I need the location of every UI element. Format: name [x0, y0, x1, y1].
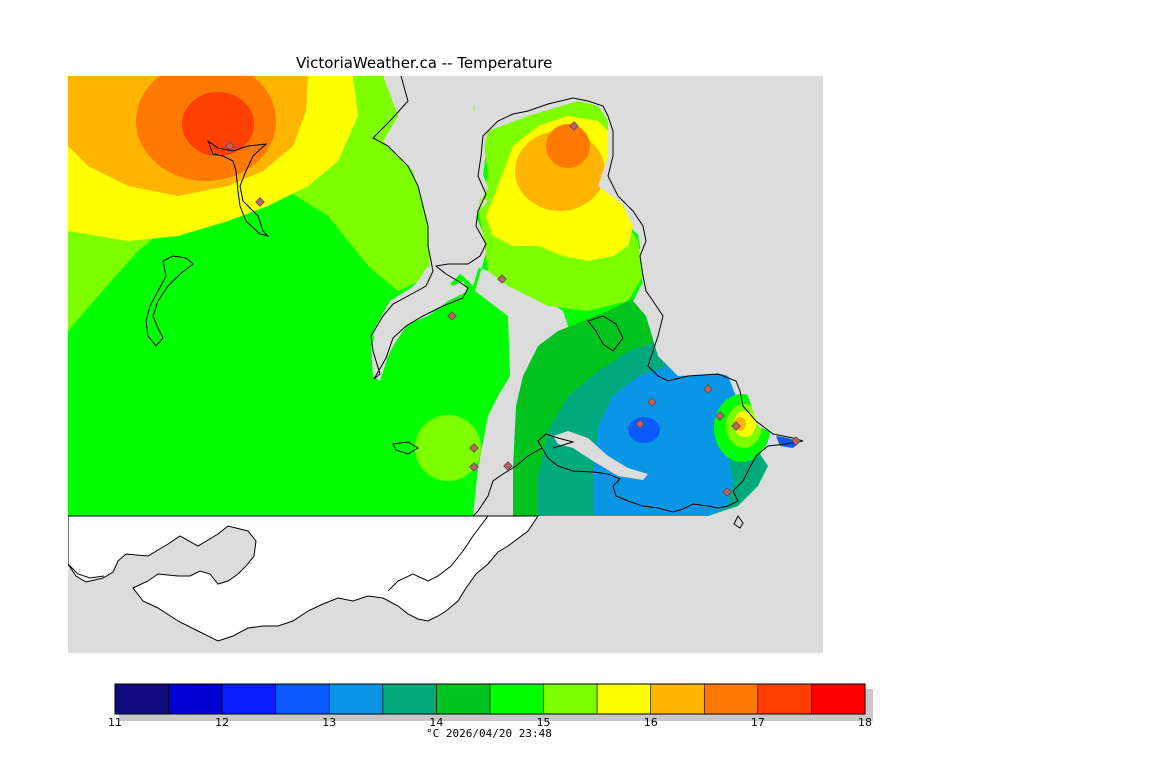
olympic-peninsula — [68, 515, 539, 653]
olympic-land — [68, 515, 539, 642]
legend-shadow — [119, 689, 873, 721]
legend-color-box — [382, 683, 437, 715]
strait-of-georgia — [401, 76, 823, 441]
station-marker[interactable] — [255, 197, 265, 207]
esquimalt-harbour — [553, 431, 648, 480]
coast-sidney-islands — [587, 315, 624, 352]
coast-juan-de-fuca — [472, 447, 543, 517]
station-marker[interactable] — [635, 419, 645, 429]
island-1 — [68, 563, 105, 579]
legend-color-box — [168, 683, 223, 715]
legend-tick-label: 17 — [751, 716, 765, 729]
legend-color-box — [328, 683, 384, 715]
legend-color-box — [221, 683, 277, 715]
station-marker[interactable] — [469, 462, 479, 472]
contour-tip-blue — [776, 436, 800, 448]
station-marker[interactable] — [569, 121, 579, 131]
station-marker[interactable] — [225, 141, 235, 151]
contour-17-5-west — [182, 92, 254, 156]
station-marker[interactable] — [731, 421, 741, 431]
legend-color-box — [757, 683, 812, 715]
water-bodies — [371, 76, 823, 653]
coast-inlet-2 — [145, 255, 194, 347]
legend-frame — [114, 683, 866, 715]
legend-tick-label: 13 — [322, 716, 336, 729]
station-marker[interactable] — [791, 436, 801, 446]
station-marker[interactable] — [647, 397, 657, 407]
station-marker[interactable] — [703, 384, 713, 394]
coast-rock — [733, 515, 744, 529]
station-marker[interactable] — [503, 461, 513, 471]
coast-saanich — [373, 97, 804, 442]
legend-color-boxes — [114, 683, 866, 715]
legend-color-box — [596, 683, 652, 715]
legend-tick-label: 12 — [215, 716, 229, 729]
contour-15-spot — [415, 415, 481, 481]
temperature-map[interactable] — [68, 76, 823, 653]
coastline — [68, 76, 804, 592]
temperature-field — [68, 76, 800, 516]
contour-13 — [628, 417, 660, 443]
juan-de-fuca-east — [473, 506, 823, 653]
legend-tick-label: 18 — [858, 716, 872, 729]
station-marker[interactable] — [469, 443, 479, 453]
legend-color-box — [703, 683, 759, 715]
contour-17-east — [546, 124, 590, 168]
coast-west-north — [370, 76, 434, 380]
olympic-coast — [387, 515, 489, 592]
legend-color-box — [436, 683, 491, 715]
legend-caption: °C 2026/04/20 23:48 — [426, 727, 552, 740]
legend-color-box — [650, 683, 705, 715]
coast-small-island — [392, 441, 419, 455]
station-marker[interactable] — [722, 487, 732, 497]
station-marker[interactable] — [447, 311, 457, 321]
legend-color-box — [275, 683, 330, 715]
legend-tick-label: 11 — [108, 716, 122, 729]
coast-inlet-1 — [206, 139, 270, 237]
legend-color-box — [489, 683, 544, 715]
weather-stations — [225, 121, 801, 497]
station-marker[interactable] — [715, 411, 725, 421]
legend-tick-label: 16 — [644, 716, 658, 729]
contour-13-5 — [593, 366, 740, 516]
station-marker[interactable] — [497, 274, 507, 284]
legend-color-box — [543, 683, 598, 715]
map-title: VictoriaWeather.ca -- Temperature — [296, 54, 553, 72]
legend-color-box — [811, 683, 866, 715]
legend-color-box — [114, 683, 169, 715]
saanich-inlet — [371, 266, 468, 381]
